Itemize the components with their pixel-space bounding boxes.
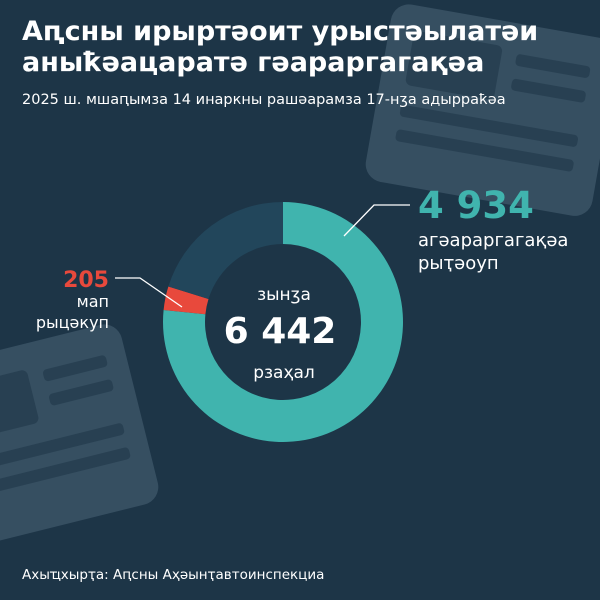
title-line-1: Аԥсны ирыртәоит урыстәылатәи <box>22 16 539 47</box>
donut-slices <box>163 202 404 443</box>
total-value: 6 442 <box>224 311 337 352</box>
document-icon-bottom-left <box>0 324 159 545</box>
donut-slice-remainder <box>168 202 283 299</box>
title-line-2: аныҟәацаратә гәараргагақәа <box>22 47 485 78</box>
returned-label-line-2: рыҭәоуп <box>418 253 499 274</box>
total-bottom-label: рзаҳал <box>253 363 315 383</box>
source-note: Ахыҵхырҭа: Аԥсны Аҳәынҭавтоинспекциа <box>22 567 325 583</box>
rejected-label-line-2: рыцәкуп <box>36 313 109 332</box>
page-title: Аԥсны ирыртәоит урыстәылатәи аныҟәацарат… <box>22 16 582 78</box>
returned-value: 4 934 <box>418 184 534 227</box>
donut-slice-returned <box>163 202 404 443</box>
leader-line-rejected <box>115 277 183 308</box>
rejected-label-line-1: мап <box>77 292 109 311</box>
returned-label-line-1: агәараргагақәа <box>418 230 568 251</box>
donut-slice-rejected <box>163 286 209 315</box>
leader-line-returned <box>343 204 410 237</box>
subtitle: 2025 ш. мшаԥымза 14 инаркны рашәарамза 1… <box>22 92 506 108</box>
total-top-label: зынӡа <box>257 285 311 305</box>
rejected-value: 205 <box>63 268 109 293</box>
document-icon-top-right <box>365 4 600 216</box>
